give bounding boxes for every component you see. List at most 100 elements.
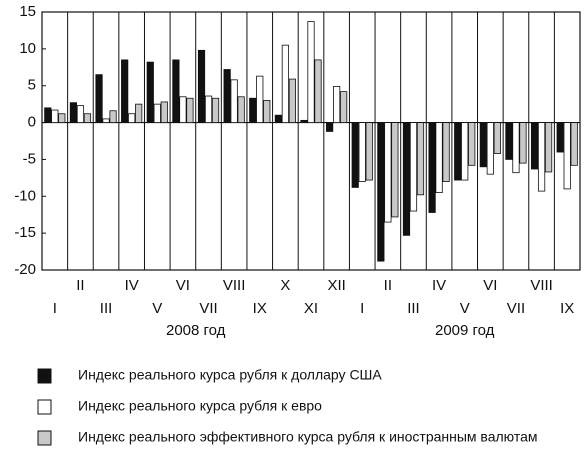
- x-tick-label: I: [360, 300, 364, 317]
- bar: [519, 122, 527, 164]
- group-label: 2009 год: [435, 322, 495, 339]
- bar: [160, 101, 168, 123]
- bar: [409, 122, 418, 212]
- bar: [493, 122, 501, 154]
- bar: [416, 122, 425, 196]
- bar: [461, 122, 469, 181]
- bar: [95, 74, 103, 123]
- legend-label: Индекс реального курса рубля к евро: [78, 398, 322, 414]
- bar: [256, 75, 264, 123]
- legend-label: Индекс реального эффективного курса рубл…: [78, 429, 538, 445]
- x-tick-label: III: [407, 300, 420, 317]
- bar: [204, 95, 213, 123]
- bar: [263, 100, 271, 123]
- bar: [377, 122, 385, 262]
- bar: [544, 122, 553, 173]
- bar: [237, 96, 245, 123]
- bar: [442, 122, 450, 182]
- bar: [556, 122, 564, 153]
- bar: [274, 114, 282, 123]
- bar: [281, 44, 289, 123]
- bar: [505, 122, 513, 160]
- bar: [300, 119, 308, 123]
- bar: [172, 59, 180, 123]
- x-tick-label: III: [100, 300, 113, 317]
- legend-swatch: [37, 368, 52, 384]
- bar: [211, 97, 220, 123]
- bar: [314, 59, 322, 123]
- bar: [44, 107, 52, 123]
- plot-frame: [41, 11, 581, 271]
- x-tick-label: VII: [507, 300, 525, 317]
- x-tick-label: V: [152, 300, 162, 317]
- bar: [479, 122, 487, 168]
- legend-swatch: [37, 430, 52, 446]
- x-tick-label: IV: [432, 277, 446, 294]
- y-tick-label: 5: [28, 77, 36, 94]
- bar: [537, 122, 546, 192]
- bar: [186, 97, 194, 123]
- bar: [486, 122, 494, 175]
- x-tick-label: VIII: [530, 277, 553, 294]
- x-tick-label: IX: [253, 300, 267, 317]
- bar: [69, 102, 78, 123]
- x-tick-label: II: [384, 277, 392, 294]
- bar: [121, 59, 129, 123]
- bar: [512, 122, 520, 174]
- bar: [402, 122, 411, 236]
- bar: [249, 97, 257, 123]
- bar: [307, 21, 315, 123]
- x-tick-label: VIII: [223, 277, 246, 294]
- bar: [530, 122, 539, 170]
- x-tick-label: XI: [304, 300, 318, 317]
- bar: [197, 49, 206, 123]
- x-tick-label: I: [53, 300, 57, 317]
- bar: [135, 103, 143, 123]
- bar: [223, 69, 231, 123]
- bar: [146, 61, 154, 123]
- bar: [570, 122, 578, 166]
- x-tick-label: VII: [199, 300, 217, 317]
- bar: [179, 96, 187, 123]
- x-tick-label: VI: [483, 277, 497, 294]
- x-tick-label: V: [460, 300, 470, 317]
- bar: [230, 79, 238, 123]
- x-tick-label: XII: [327, 277, 345, 294]
- y-tick-label: 0: [28, 114, 36, 131]
- x-tick-label: II: [76, 277, 84, 294]
- bar: [109, 110, 117, 123]
- bar: [288, 78, 296, 123]
- y-tick-label: -5: [23, 150, 36, 167]
- y-tick-label: 10: [19, 40, 36, 57]
- x-tick-label: VI: [176, 277, 190, 294]
- bar: [102, 118, 110, 123]
- bar: [153, 103, 161, 123]
- bar: [435, 122, 443, 193]
- bar: [340, 91, 348, 123]
- x-tick-label: IV: [125, 277, 139, 294]
- y-tick-label: 15: [19, 3, 36, 20]
- bar: [333, 86, 341, 123]
- bar: [428, 122, 436, 213]
- legend-label: Индекс реального курса рубля к доллару С…: [78, 367, 382, 383]
- legend-swatch: [37, 399, 52, 415]
- bar: [365, 122, 373, 181]
- bar: [391, 122, 399, 218]
- bar: [326, 122, 334, 132]
- y-tick-label: -10: [14, 187, 36, 204]
- bar: [468, 122, 476, 166]
- bar: [76, 105, 85, 123]
- bar: [384, 122, 392, 223]
- bar: [563, 122, 571, 190]
- bar: [351, 122, 359, 188]
- y-tick-label: -20: [14, 261, 36, 278]
- y-tick-label: -15: [14, 224, 36, 241]
- bar: [128, 113, 136, 123]
- bar: [83, 113, 92, 123]
- bar: [454, 122, 462, 181]
- x-tick-label: IX: [560, 300, 574, 317]
- bar: [358, 122, 366, 182]
- bar: [51, 109, 59, 123]
- bar: [58, 113, 66, 123]
